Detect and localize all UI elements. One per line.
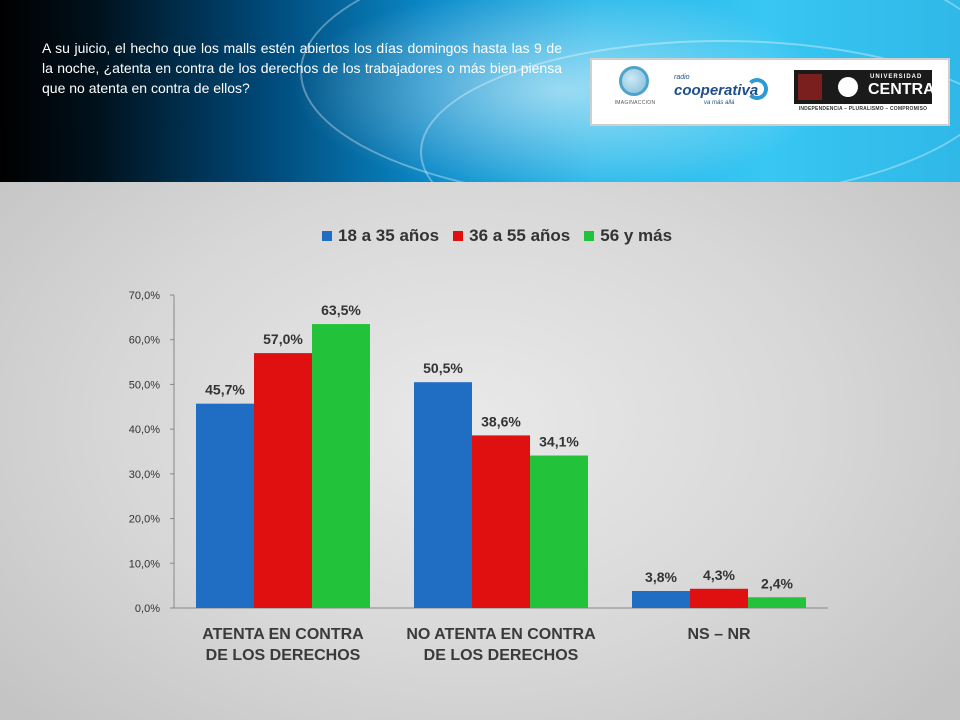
data-label: 57,0% — [263, 331, 303, 347]
bar — [312, 324, 370, 608]
legend-item: 18 a 35 años — [322, 226, 439, 246]
y-tick-label: 10,0% — [129, 558, 160, 570]
circle-icon — [838, 77, 858, 97]
imaginaccion-logo: IMAGINACCION — [612, 66, 658, 118]
x-category-label: ATENTA EN CONTRA — [202, 626, 364, 643]
y-tick-label: 60,0% — [129, 335, 160, 347]
x-category-label: NS – NR — [687, 626, 751, 643]
bar — [530, 455, 588, 608]
data-label: 4,3% — [703, 567, 735, 583]
data-label: 50,5% — [423, 360, 463, 376]
sponsor-logos: IMAGINACCION radio cooperativa va más al… — [592, 60, 948, 124]
data-label: 45,7% — [205, 382, 245, 398]
bar — [472, 435, 530, 608]
legend-swatch — [322, 231, 332, 241]
legend-item: 36 a 55 años — [453, 226, 570, 246]
cooperativa-logo: radio cooperativa va más allá — [674, 74, 774, 114]
data-label: 34,1% — [539, 434, 579, 450]
data-label: 2,4% — [761, 575, 793, 591]
y-tick-label: 40,0% — [129, 424, 160, 436]
bar — [414, 382, 472, 608]
x-category-label: DE LOS DERECHOS — [424, 647, 579, 664]
data-label: 38,6% — [481, 413, 521, 429]
x-category-label: NO ATENTA EN CONTRA — [406, 626, 596, 643]
y-tick-label: 30,0% — [129, 469, 160, 481]
y-tick-label: 50,0% — [129, 379, 160, 391]
chart-legend: 18 a 35 años 36 a 55 años 56 y más — [322, 226, 672, 246]
x-category-label: DE LOS DERECHOS — [206, 647, 361, 664]
crest-icon — [798, 74, 822, 100]
legend-label: 18 a 35 años — [338, 226, 440, 245]
data-label: 63,5% — [321, 302, 361, 318]
header-banner: A su juicio, el hecho que los malls esté… — [0, 0, 960, 182]
legend-swatch — [584, 231, 595, 241]
y-tick-label: 0,0% — [135, 603, 160, 615]
globe-icon — [619, 66, 649, 96]
bar — [254, 353, 312, 608]
signal-arc-icon — [746, 78, 768, 100]
bar — [690, 588, 748, 608]
y-tick-label: 20,0% — [129, 514, 160, 526]
y-tick-label: 70,0% — [129, 290, 160, 302]
legend-item: 56 y más — [584, 226, 672, 246]
legend-swatch — [453, 231, 464, 241]
legend-label: 56 y más — [600, 226, 673, 245]
survey-question: A su juicio, el hecho que los malls esté… — [42, 40, 562, 96]
universidad-central-logo: UNIVERSIDAD CENTRAL INDEPENDENCIA – PLUR… — [794, 70, 944, 114]
legend-label: 36 a 55 años — [469, 226, 571, 245]
data-label: 3,8% — [645, 569, 677, 585]
bar — [748, 597, 806, 608]
bar — [196, 403, 254, 608]
bar — [632, 591, 690, 608]
